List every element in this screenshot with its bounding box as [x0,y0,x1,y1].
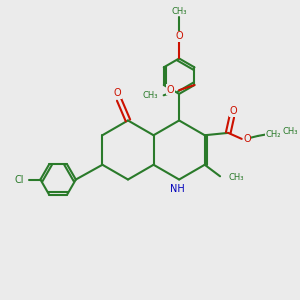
Text: O: O [175,31,183,41]
Text: Cl: Cl [14,175,24,184]
Text: CH₂: CH₂ [265,130,281,139]
Text: O: O [114,88,122,98]
Text: CH₃: CH₃ [283,127,298,136]
Text: O: O [167,85,175,94]
Text: CH₃: CH₃ [228,173,244,182]
Text: O: O [243,134,251,144]
Text: NH: NH [170,184,185,194]
Text: CH₃: CH₃ [142,91,158,100]
Text: O: O [230,106,237,116]
Text: CH₃: CH₃ [171,7,187,16]
